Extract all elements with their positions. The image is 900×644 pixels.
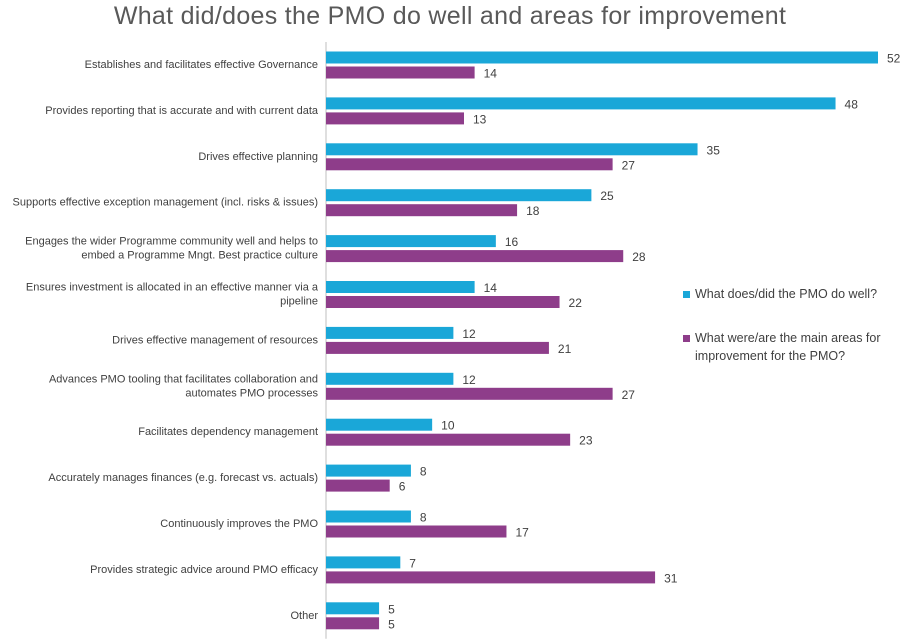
chart-title: What did/does the PMO do well and areas … — [113, 2, 787, 30]
category-label: embed a Programme Mngt. Best practice cu… — [81, 250, 318, 262]
category-label: Provides strategic advice around PMO eff… — [90, 564, 318, 576]
category-label: Drives effective planning — [198, 151, 318, 163]
bar-improvement — [326, 387, 613, 400]
category-label: Facilitates dependency management — [138, 426, 318, 438]
bar-well — [326, 51, 878, 64]
data-label-well: 48 — [845, 97, 859, 111]
category-label: Establishes and facilitates effective Go… — [85, 59, 318, 71]
bar-improvement — [326, 341, 549, 354]
data-label-well: 16 — [505, 235, 519, 249]
category-label: Provides reporting that is accurate and … — [45, 105, 319, 117]
category-label: Accurately manages finances (e.g. foreca… — [48, 472, 318, 484]
data-label-improvement: 13 — [473, 112, 487, 126]
legend: What does/did the PMO do well? What were… — [683, 285, 898, 391]
bar-improvement — [326, 479, 390, 492]
category-label: automates PMO processes — [185, 387, 318, 399]
category-label: Engages the wider Programme community we… — [25, 236, 318, 248]
data-label-well: 12 — [462, 327, 476, 341]
category-label: Other — [290, 610, 318, 622]
category-label: Supports effective exception management … — [13, 197, 319, 209]
legend-label-well: What does/did the PMO do well? — [695, 287, 878, 301]
bar-well — [326, 510, 411, 523]
legend-swatch-improvement — [683, 335, 690, 342]
data-label-improvement: 6 — [399, 480, 406, 494]
data-label-well: 7 — [409, 556, 416, 570]
category-label: Drives effective management of resources — [112, 334, 318, 346]
bar-well — [326, 556, 401, 569]
bar-well — [326, 602, 380, 615]
bar-well — [326, 418, 433, 431]
legend-item-well: What does/did the PMO do well? — [683, 285, 898, 303]
data-label-improvement: 31 — [664, 571, 678, 585]
bar-improvement — [326, 158, 613, 171]
data-label-well: 52 — [887, 52, 900, 66]
bar-improvement — [326, 571, 656, 584]
bar-well — [326, 143, 698, 156]
data-label-improvement: 27 — [622, 158, 636, 172]
data-label-well: 5 — [388, 602, 395, 616]
bar-improvement — [326, 112, 464, 125]
data-label-improvement: 18 — [526, 204, 540, 218]
bar-well — [326, 464, 411, 477]
bar-well — [326, 97, 836, 110]
data-label-well: 10 — [441, 419, 455, 433]
bar-well — [326, 235, 496, 248]
data-label-well: 14 — [484, 281, 498, 295]
bar-improvement — [326, 204, 518, 217]
bar-improvement — [326, 66, 475, 79]
data-label-well: 35 — [707, 143, 721, 157]
data-label-well: 25 — [600, 189, 614, 203]
category-label: Ensures investment is allocated in an ef… — [26, 282, 319, 294]
bar-improvement — [326, 617, 380, 630]
legend-item-improvement: What were/are the main areas for improve… — [683, 329, 898, 365]
legend-label-improvement: What were/are the main areas for improve… — [695, 331, 881, 363]
bar-well — [326, 372, 454, 385]
bar-well — [326, 281, 475, 293]
legend-swatch-well — [683, 291, 690, 298]
category-label: pipeline — [280, 296, 318, 308]
data-label-improvement: 17 — [515, 526, 529, 540]
data-label-improvement: 28 — [632, 250, 646, 264]
data-label-well: 12 — [462, 373, 476, 387]
data-label-improvement: 22 — [569, 296, 583, 310]
category-label: Continuously improves the PMO — [160, 518, 318, 530]
data-label-improvement: 23 — [579, 434, 593, 448]
bar-improvement — [326, 250, 624, 263]
category-label: Advances PMO tooling that facilitates co… — [49, 373, 318, 385]
data-label-improvement: 21 — [558, 342, 572, 356]
data-label-improvement: 27 — [622, 388, 636, 402]
bar-improvement — [326, 525, 507, 538]
bar-well — [326, 189, 592, 202]
data-label-well: 8 — [420, 465, 427, 479]
bar-improvement — [326, 433, 571, 446]
data-label-improvement: 5 — [388, 617, 395, 631]
bar-improvement — [326, 296, 560, 308]
data-label-improvement: 14 — [484, 67, 498, 81]
bar-well — [326, 326, 454, 339]
data-label-well: 8 — [420, 511, 427, 525]
